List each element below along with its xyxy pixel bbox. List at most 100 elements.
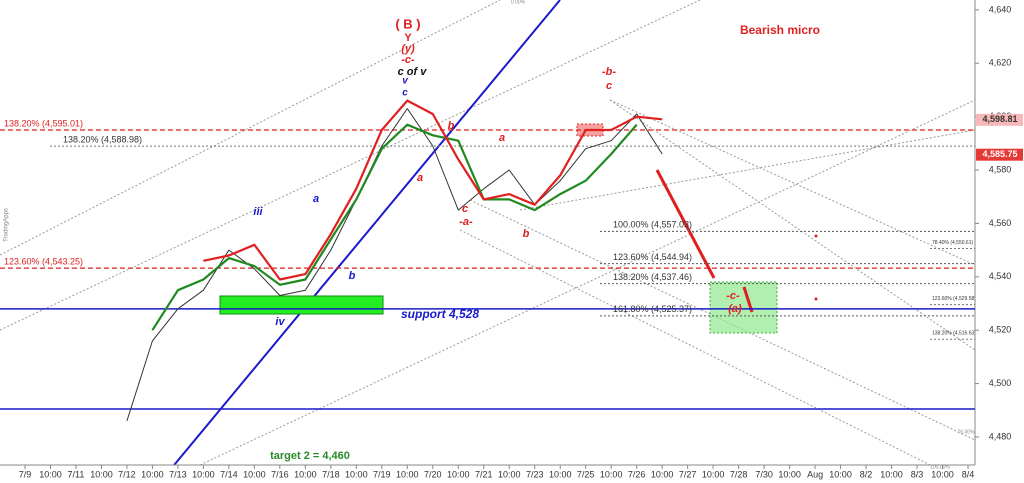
level-label: 161.80% (4,525.37): [613, 304, 692, 314]
level-label: 123.60% (4,544.94): [613, 252, 692, 262]
annotation: a: [499, 132, 505, 144]
annotation: -a-: [459, 216, 473, 228]
annotation: c: [462, 203, 468, 215]
annotation: -c-: [726, 290, 740, 302]
price-tag-label: 4,598.81: [982, 114, 1017, 124]
level-label: 100.00% (4,557.03): [613, 220, 692, 230]
level-label: 123.60% (4,529.58): [932, 296, 976, 302]
x-tick-label: 8/3: [911, 469, 924, 479]
price-tag: [976, 148, 1023, 161]
x-tick-label: 7/23: [526, 469, 544, 479]
level-label: 78.40% (4,550.61): [932, 240, 973, 246]
price-tag-label: 4,585.75: [982, 149, 1017, 159]
level-label: 138.20% (4,595.01): [4, 118, 83, 128]
fan-line: [609, 99, 975, 266]
y-tick-label: 4,520: [989, 325, 1012, 335]
annotation: ( B ): [395, 16, 420, 31]
price-tag: [976, 113, 1023, 126]
x-tick-label: 7/11: [68, 469, 85, 479]
x-tick-label: 10:00: [600, 469, 623, 479]
fan-line: [0, 0, 701, 331]
projection-arrow: [742, 286, 754, 313]
x-tick-label: 10:00: [396, 469, 419, 479]
x-tick-label: 10:00: [90, 469, 113, 479]
annotation: a: [417, 172, 423, 184]
x-tick-label: 7/27: [679, 469, 697, 479]
x-tick-label: 7/9: [19, 469, 32, 479]
annotation: target 2 = 4,460: [270, 450, 350, 462]
x-tick-label: 10:00: [192, 469, 215, 479]
x-tick-label: 10:00: [498, 469, 521, 479]
annotation: c: [402, 88, 408, 99]
x-tick-label: 10:00: [345, 469, 368, 479]
y-tick-label: 4,560: [989, 218, 1012, 228]
x-tick-label: 10:00: [651, 469, 674, 479]
series-line: [151, 123, 638, 331]
annotation: v: [402, 76, 409, 87]
x-tick-label: 10:00: [880, 469, 903, 479]
marker: [814, 297, 818, 301]
x-tick-label: 7/21: [475, 469, 493, 479]
x-tick-label: 8/4: [962, 469, 975, 479]
x-tick-label: 7/19: [373, 469, 391, 479]
x-tick-label: 7/14: [220, 469, 238, 479]
annotation: b: [349, 270, 356, 282]
x-tick-label: 10:00: [549, 469, 572, 479]
y-tick-label: 4,640: [989, 4, 1012, 14]
x-tick-label: 7/20: [424, 469, 442, 479]
fan-line: [0, 0, 501, 256]
annotation: 76.00%: [958, 429, 976, 435]
x-tick-label: 8/2: [860, 469, 873, 479]
projection-arrow: [655, 169, 716, 279]
x-tick-label: 10:00: [702, 469, 725, 479]
x-tick-label: 10:00: [294, 469, 317, 479]
x-tick-label: 10:00: [931, 469, 954, 479]
x-tick-label: 10:00: [243, 469, 266, 479]
annotation: 0.00%: [511, 0, 526, 5]
annotation: (y): [401, 43, 415, 55]
annotation: -b-: [602, 66, 616, 78]
y-tick-label: 4,540: [989, 271, 1012, 281]
annotation: b: [448, 120, 455, 132]
annotation: iii: [253, 206, 263, 218]
annotation: c of v: [398, 66, 428, 78]
x-tick-label: 7/30: [755, 469, 773, 479]
annotation: c: [606, 80, 612, 92]
fan-line: [459, 229, 931, 465]
annotation: -c-: [401, 54, 415, 66]
annotation: support 4,528: [401, 307, 479, 321]
fan-line: [469, 199, 975, 441]
x-tick-label: 10:00: [39, 469, 62, 479]
x-tick-label: 7/12: [118, 469, 136, 479]
level-label: 138.20% (4,537.46): [613, 272, 692, 282]
level-label: 138.20% (4,588.98): [63, 134, 142, 144]
x-tick-label: 10:00: [778, 469, 801, 479]
annotation: Y: [404, 32, 412, 44]
series-line: [126, 108, 663, 422]
marker: [814, 234, 818, 238]
target-zone: [709, 281, 778, 334]
trend-line: [172, 0, 561, 465]
x-tick-label: 10:00: [447, 469, 470, 479]
fan-line: [199, 99, 975, 465]
x-tick-label: 7/28: [730, 469, 748, 479]
annotation: Bearish micro: [740, 23, 820, 37]
plot-area: 138.20% (4,595.01) 138.20% (4,588.98) 123.…: [0, 99, 976, 422]
x-tick-label: 7/26: [628, 469, 646, 479]
x-tick-label: 7/16: [271, 469, 289, 479]
annotation: b: [523, 228, 530, 240]
support-zone: [219, 295, 384, 315]
level-label: 123.60% (4,543.25): [4, 257, 83, 267]
annotation: iv: [275, 316, 285, 328]
x-tick-label: 7/18: [322, 469, 340, 479]
y-tick-label: 4,500: [989, 378, 1012, 388]
x-tick-label: 10:00: [829, 469, 852, 479]
x-tick-label: Aug: [807, 469, 823, 479]
y-tick-label: 4,480: [989, 431, 1012, 441]
y-tick-label: 4,580: [989, 164, 1012, 174]
x-tick-label: 7/13: [169, 469, 187, 479]
drawing-tools: [0, 0, 975, 465]
series-line: [203, 99, 663, 281]
level-label: 138.20% (4,516.63): [932, 331, 976, 337]
x-tick-label: 10:00: [141, 469, 164, 479]
